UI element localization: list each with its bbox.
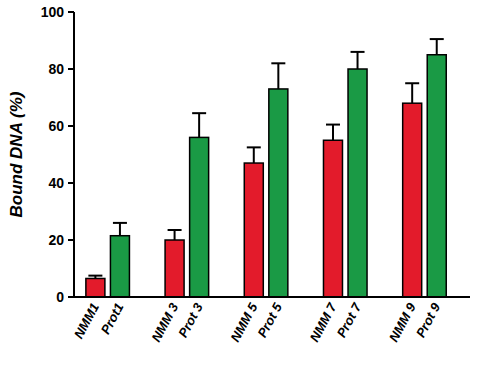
y-tick bbox=[68, 11, 74, 13]
error-cap bbox=[168, 229, 182, 231]
y-axis bbox=[73, 12, 75, 298]
error-cap bbox=[430, 38, 444, 40]
y-tick bbox=[68, 125, 74, 127]
y-tick bbox=[68, 68, 74, 70]
bar bbox=[110, 236, 129, 297]
y-tick bbox=[68, 239, 74, 241]
error-cap bbox=[326, 124, 340, 126]
error-stem bbox=[253, 147, 255, 163]
error-stem bbox=[357, 52, 359, 69]
y-tick-label: 80 bbox=[48, 61, 64, 77]
y-tick-label: 100 bbox=[41, 4, 65, 20]
bar bbox=[86, 278, 105, 297]
error-bar bbox=[326, 125, 340, 141]
x-tick-label: Prot 9 bbox=[413, 300, 444, 340]
error-cap bbox=[88, 275, 102, 277]
error-cap bbox=[405, 82, 419, 84]
error-stem bbox=[277, 63, 279, 89]
x-tick-label: NMM1 bbox=[71, 300, 102, 341]
error-cap bbox=[192, 112, 206, 114]
chart: 020406080100NMM1Prot1NMM 3Prot 3NMM 5Pro… bbox=[0, 0, 500, 372]
x-tick-label: Prot 5 bbox=[254, 300, 285, 340]
x-tick-label: NMM 3 bbox=[148, 300, 181, 345]
error-cap bbox=[271, 62, 285, 64]
y-tick-label: 60 bbox=[48, 118, 64, 134]
error-stem bbox=[332, 125, 334, 141]
bar bbox=[427, 55, 446, 297]
error-stem bbox=[411, 83, 413, 103]
error-cap bbox=[113, 222, 127, 224]
y-tick-label: 20 bbox=[48, 232, 64, 248]
y-tick bbox=[68, 182, 74, 184]
error-bar bbox=[351, 52, 365, 69]
x-tick-label: NMM 5 bbox=[228, 300, 261, 345]
error-stem bbox=[174, 230, 176, 240]
error-bar bbox=[247, 147, 261, 163]
y-axis-title: Bound DNA (%) bbox=[7, 91, 26, 217]
x-tick-label: Prot 3 bbox=[175, 300, 206, 340]
y-tick-label: 40 bbox=[48, 175, 64, 191]
error-bar bbox=[192, 113, 206, 137]
y-tick-label: 0 bbox=[56, 289, 64, 305]
error-bar bbox=[405, 83, 419, 103]
error-cap bbox=[247, 146, 261, 148]
y-tick bbox=[68, 296, 74, 298]
error-stem bbox=[119, 223, 121, 236]
error-cap bbox=[351, 51, 365, 53]
error-bar bbox=[113, 223, 127, 236]
bars bbox=[86, 39, 446, 297]
bar bbox=[323, 140, 342, 297]
x-tick-label: NMM 7 bbox=[307, 300, 340, 345]
x-tick-label: Prot1 bbox=[98, 300, 127, 336]
error-stem bbox=[436, 39, 438, 55]
bar bbox=[348, 69, 367, 297]
bar bbox=[269, 89, 288, 297]
bar bbox=[244, 163, 263, 297]
error-bar bbox=[430, 39, 444, 55]
x-axis bbox=[73, 296, 470, 298]
bar bbox=[403, 103, 422, 297]
bar bbox=[165, 240, 184, 297]
x-tick-label: Prot 7 bbox=[334, 300, 365, 340]
error-bar bbox=[271, 63, 285, 89]
x-tick-label: NMM 9 bbox=[386, 300, 419, 345]
bar bbox=[190, 137, 209, 297]
error-stem bbox=[198, 113, 200, 137]
error-bar bbox=[168, 230, 182, 240]
